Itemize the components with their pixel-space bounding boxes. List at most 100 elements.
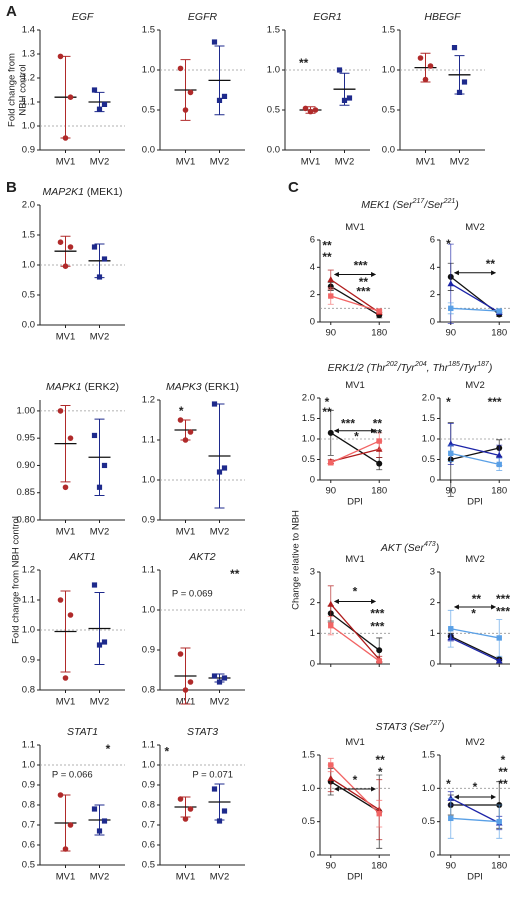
series-line [330,295,380,312]
data-point [91,244,98,250]
subplot-title: EGR1 [313,11,342,23]
title-text: MV1 [345,380,365,391]
y-tick-label: 1.0 [422,434,435,445]
y-tick-label: 1.1 [142,740,155,751]
y-tick-label: 1 [430,628,435,639]
data-point [312,107,319,113]
data-point [182,687,189,693]
y-tick-label: 1.0 [302,434,315,445]
subplot-title: EGF [72,11,94,23]
data-point [448,815,454,822]
y-tick-label: 0.5 [267,105,280,116]
x-tick-label: 180 [371,486,387,497]
series-line [450,307,500,312]
data-point [341,97,348,103]
annotation: *** [341,416,355,430]
x-tick-label: 90 [445,328,456,339]
x-tick-label: MV2 [210,872,230,883]
data-point [221,465,228,471]
data-point [496,308,502,314]
annotation: * [473,780,478,794]
title-part: ) [434,542,440,554]
data-point [376,438,382,444]
title-part: ) [439,721,445,733]
data-point [211,786,218,792]
y-tick-label: 3 [430,567,435,578]
data-point [216,679,223,685]
x-tick-label: MV1 [416,157,436,168]
y-tick-label: 0.5 [382,105,395,116]
y-tick-label: 1.00 [17,405,36,416]
title-text: MV1 [345,222,365,233]
title-text: AKT2 [188,551,215,563]
annotation: P = 0.071 [192,770,233,781]
data-point [187,679,194,685]
axis-line [39,30,125,151]
data-point [447,794,455,801]
data-point [96,642,103,648]
data-point [496,818,502,825]
axis-line [159,400,245,521]
data-point [57,597,64,603]
data-point [211,39,218,45]
y-tick-label: 1.1 [22,595,35,606]
y-tick-label: 0.85 [17,487,36,498]
data-point [177,417,184,423]
series-line [450,797,500,824]
y-axis-label: Fold change from NBH control [11,516,22,644]
data-point [67,612,74,618]
annotation: * [354,430,359,444]
data-point [96,828,103,834]
title-text: HBEGF [424,11,461,23]
data-point [101,639,108,645]
title-part: ) [487,362,493,374]
data-point [376,460,383,467]
data-point [327,600,335,607]
y-tick-label: 0.9 [22,145,35,156]
axis-line [39,400,125,521]
y-tick-label: 0.8 [22,800,35,811]
y-tick-label: 4 [430,262,435,273]
subplot-title: MV1 [345,737,365,748]
data-point [177,651,184,657]
y-tick-label: 0.0 [142,145,155,156]
data-point [327,429,334,436]
data-point [456,89,463,95]
data-point [376,810,382,817]
y-tick-label: 1.0 [22,121,35,132]
x-tick-label: MV2 [90,527,110,538]
series-line [450,283,500,313]
x-tick-label: 180 [491,486,507,497]
y-tick-label: 0.5 [142,860,155,871]
data-point [91,806,98,812]
annotation: ** [299,56,309,70]
annotation: *** [496,605,510,619]
y-tick-label: 1.0 [267,65,280,76]
title-text: AKT1 [68,551,95,563]
annotation: P = 0.066 [52,770,93,781]
annotation: *** [496,592,510,606]
annotation: ** [486,257,496,271]
series-line [450,452,500,466]
axis-line [39,745,125,866]
data-point [96,274,103,280]
data-point [451,45,458,51]
superscript: 473 [424,541,436,548]
x-tick-label: MV1 [56,872,76,883]
data-point [187,806,194,812]
y-tick-label: 1.5 [302,750,315,761]
series-line [450,637,500,662]
y-tick-label: 0.80 [17,515,36,526]
series-line [450,817,500,823]
y-tick-label: 0.9 [142,515,155,526]
y-tick-label: 1.0 [142,605,155,616]
annotation: ** [498,765,508,779]
data-point [57,408,64,414]
subplot-title: HBEGF [424,11,461,23]
x-tick-label: MV1 [56,157,76,168]
subplot-title: MV2 [465,222,485,233]
y-tick-label: 1.0 [22,625,35,636]
y-tick-label: 0 [430,475,435,486]
data-point [211,673,218,679]
y-tick-label: 0.9 [142,645,155,656]
